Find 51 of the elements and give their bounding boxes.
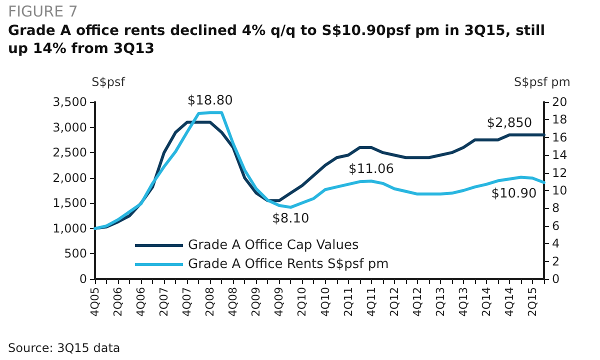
- x-tick-label: 2Q13: [434, 287, 447, 317]
- x-tick-label: 2Q15: [526, 287, 539, 317]
- y-tick-label: 1,000: [52, 221, 87, 236]
- legend-label: Grade A Office Cap Values: [188, 238, 359, 253]
- y-tick-label: 3,000: [52, 120, 87, 134]
- x-tick-label: 4Q05: [88, 287, 102, 317]
- chart-title: Grade A office rents declined 4% q/q to S$10.90psf pm in 3Q15, still up 14% from 3Q13: [8, 23, 550, 57]
- x-tick-label: 4Q14: [502, 287, 516, 317]
- y2-tick-label: 16: [552, 130, 568, 144]
- legend-label: Grade A Office Rents S$psf pm: [188, 257, 389, 272]
- data-label: $11.06: [348, 162, 394, 178]
- x-tick-label: 2Q12: [388, 287, 401, 317]
- data-label: $18.80: [187, 94, 233, 109]
- y2-tick-label: 10: [552, 184, 568, 198]
- y2-tick-label: 0: [552, 272, 560, 286]
- chart-subtitle: FIGURE 7: [8, 2, 78, 20]
- y-tick-label: 2,000: [52, 170, 87, 185]
- x-tick-label: 2Q10: [296, 287, 309, 317]
- y-tick-label: 3,500: [52, 95, 87, 109]
- source-note: Source: 3Q15 data: [8, 341, 120, 355]
- y-tick-label: 0: [79, 272, 87, 286]
- x-tick-label: 4Q11: [364, 287, 378, 317]
- data-label: $10.90: [491, 186, 537, 202]
- y2-tick-label: 18: [552, 112, 568, 127]
- x-tick-label: 2Q11: [342, 287, 355, 317]
- x-tick-label: 2Q07: [158, 287, 171, 317]
- x-tick-label: 4Q08: [226, 287, 240, 317]
- y2-tick-label: 12: [552, 166, 568, 180]
- y-axis-title: S$psf: [92, 75, 126, 89]
- y-tick-label: 500: [64, 246, 87, 261]
- data-label: $2,850: [486, 116, 532, 131]
- y2-tick-label: 14: [552, 148, 568, 162]
- x-tick-label: 4Q10: [318, 287, 332, 317]
- x-tick-label: 2Q14: [480, 287, 493, 317]
- x-tick-label: 4Q12: [410, 287, 424, 317]
- x-tick-label: 2Q09: [250, 287, 263, 317]
- x-tick-label: 2Q06: [112, 287, 125, 317]
- x-tick-label: 4Q13: [456, 287, 470, 317]
- y2-tick-label: 20: [552, 95, 568, 109]
- x-tick-label: 4Q09: [272, 287, 286, 317]
- y2-tick-label: 6: [552, 218, 560, 233]
- y2-tick-label: 4: [552, 236, 560, 251]
- x-tick-label: 2Q08: [204, 287, 217, 317]
- y2-tick-label: 8: [552, 201, 560, 216]
- y2-tick-label: 2: [552, 254, 560, 268]
- data-label: $8.10: [272, 211, 310, 226]
- x-tick-label: 4Q07: [180, 287, 194, 317]
- y2-axis-title: S$psf pm: [514, 75, 570, 89]
- y-tick-label: 1,500: [52, 196, 87, 210]
- y-tick-label: 2,500: [52, 146, 87, 160]
- x-tick-label: 4Q06: [134, 287, 148, 317]
